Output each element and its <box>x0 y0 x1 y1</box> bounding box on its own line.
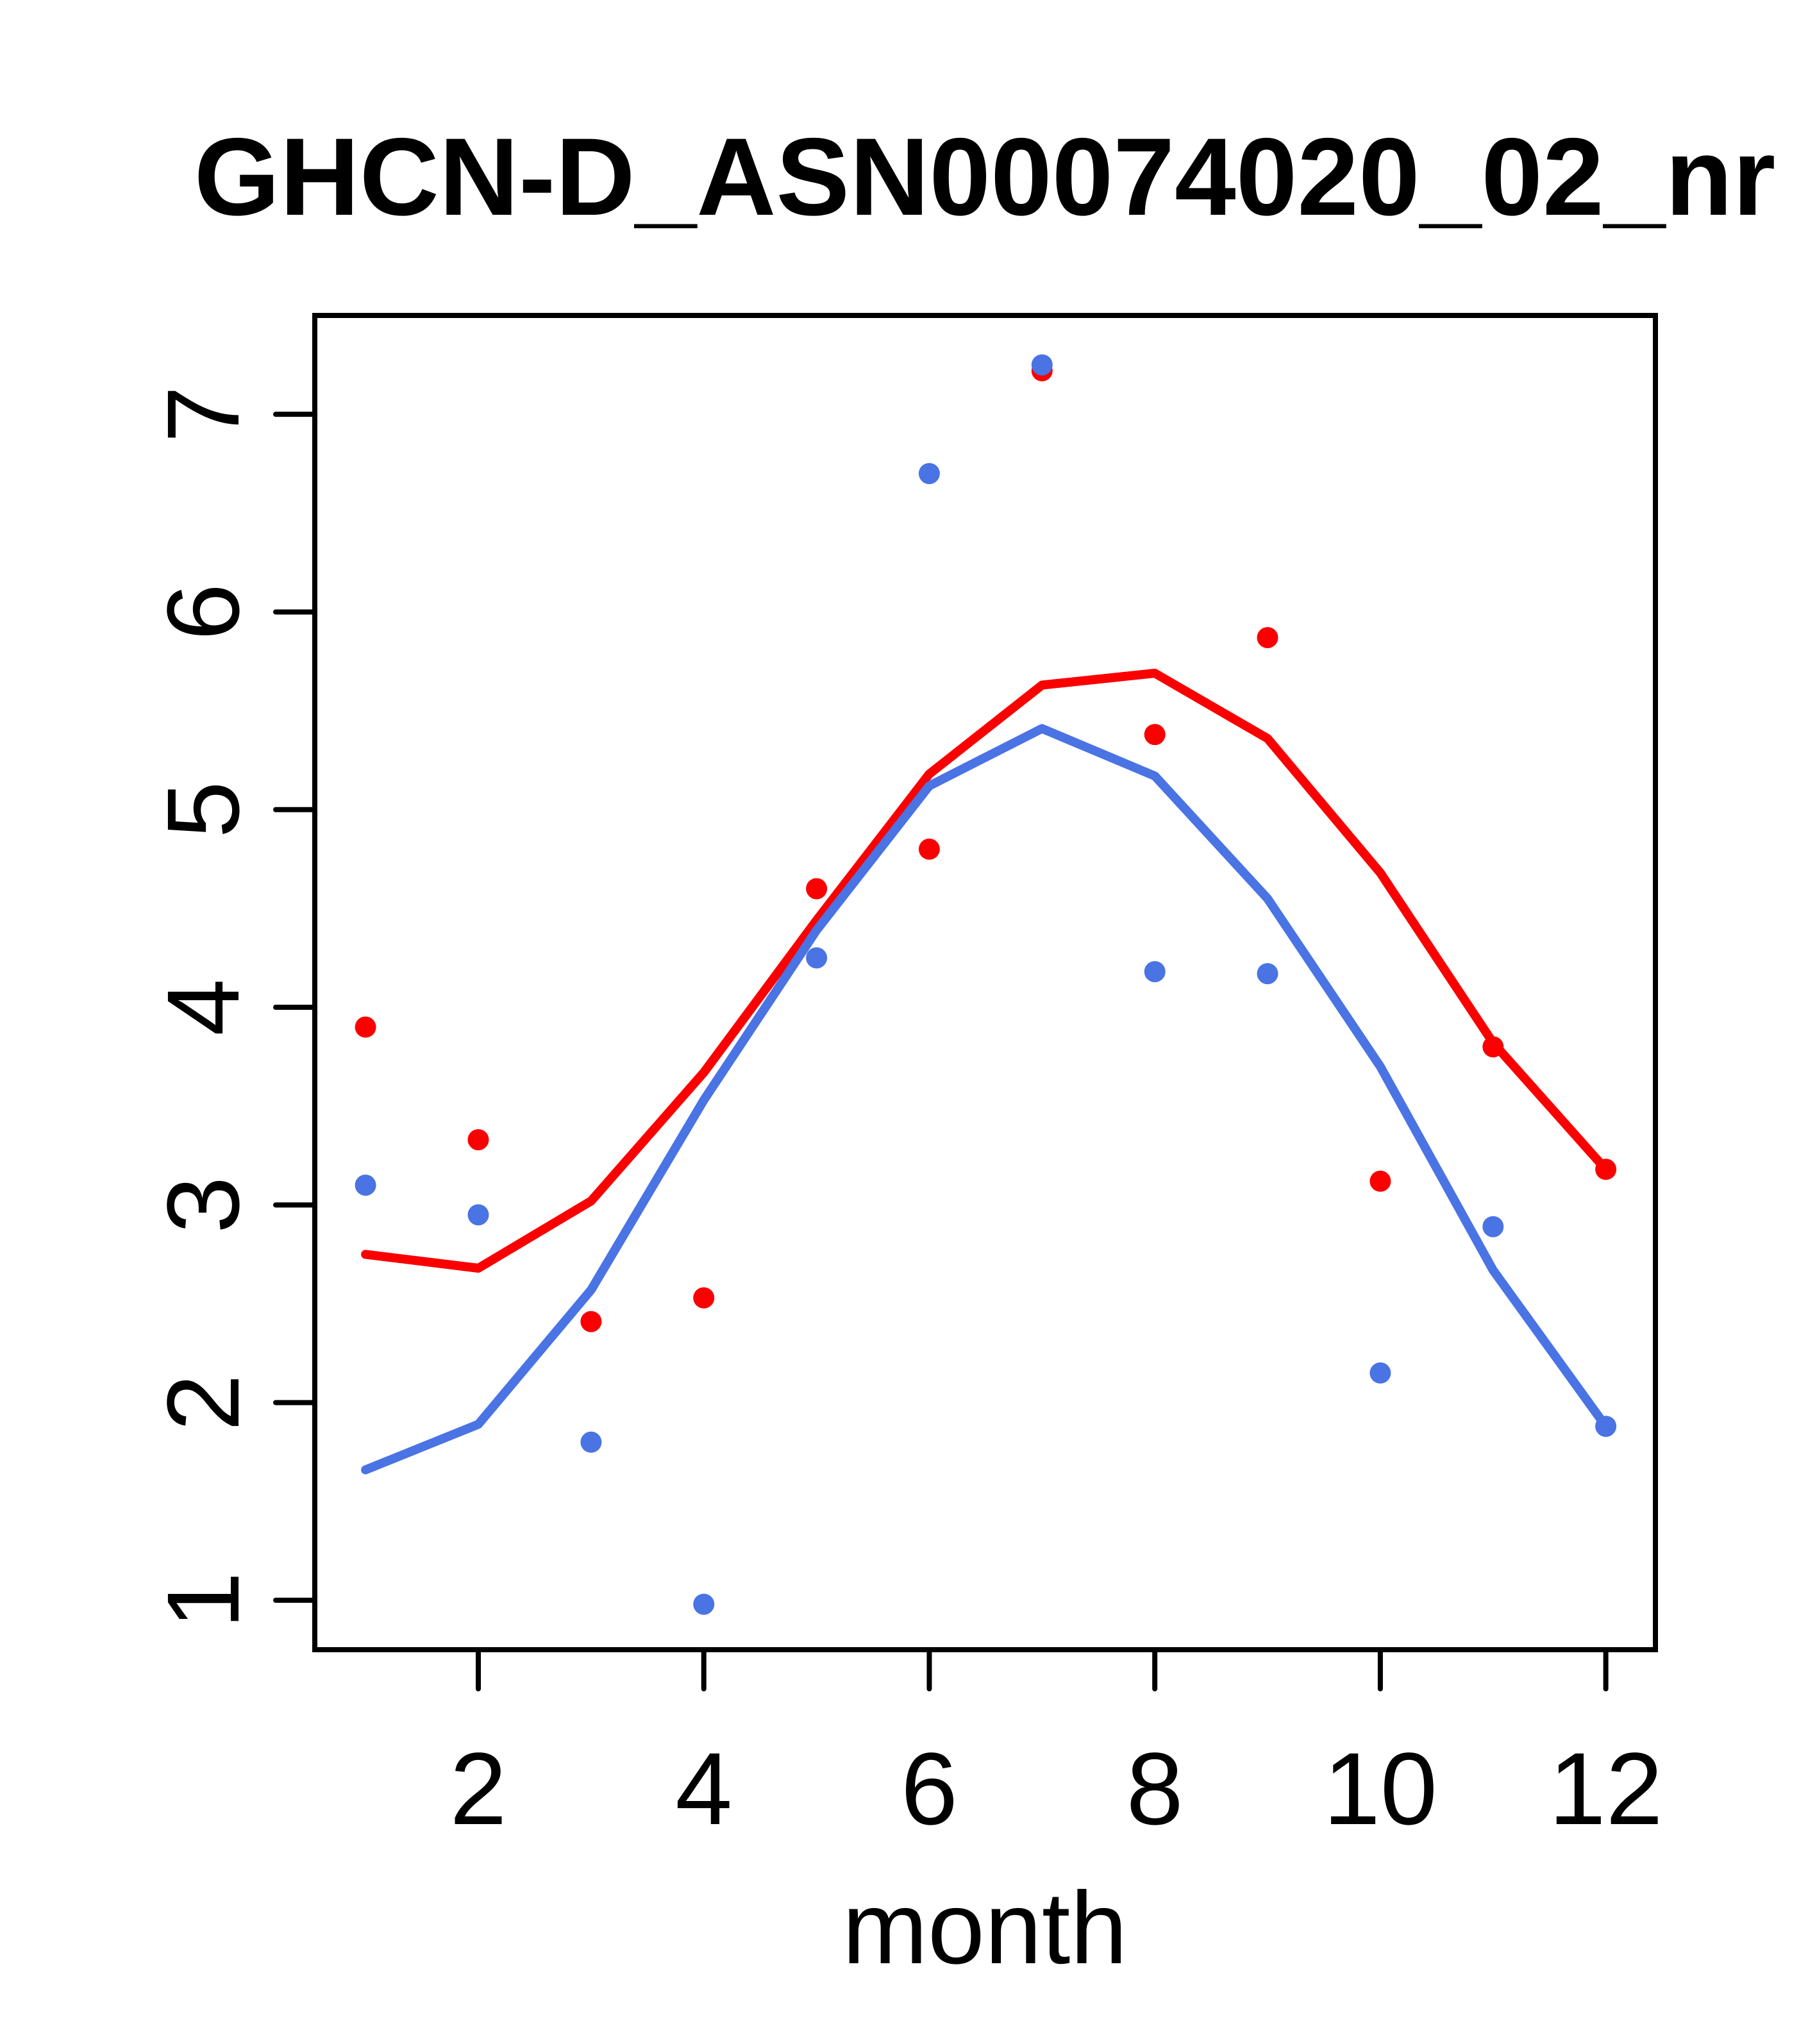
y-tick-label: 2 <box>146 1374 260 1431</box>
blue-point <box>918 463 940 485</box>
blue-point <box>1144 961 1166 982</box>
red-point <box>1482 1036 1504 1058</box>
red-point <box>580 1311 602 1332</box>
y-tick-label: 1 <box>146 1571 260 1629</box>
blue-point <box>1595 1416 1617 1437</box>
red-point <box>693 1287 715 1309</box>
red-point <box>1144 724 1166 746</box>
y-tick-label: 7 <box>146 386 260 443</box>
blue-point <box>1369 1362 1391 1384</box>
plot-box <box>312 313 1658 1652</box>
blue-line <box>361 724 1611 1475</box>
x-tick-label: 10 <box>1323 1731 1437 1846</box>
y-tick-label: 4 <box>146 979 260 1036</box>
x-tick-label: 6 <box>901 1731 958 1846</box>
red-point <box>918 838 940 860</box>
blue-point <box>580 1431 602 1453</box>
red-point <box>1595 1159 1617 1180</box>
blue-point <box>693 1593 715 1615</box>
y-tick-label: 5 <box>146 781 260 838</box>
red-point <box>806 878 828 900</box>
blue-point <box>467 1204 489 1226</box>
red-point <box>355 1016 376 1038</box>
red-point <box>467 1129 489 1151</box>
x-tick-label: 4 <box>675 1731 732 1846</box>
x-axis-label: month <box>842 1870 1128 1985</box>
blue-point <box>1031 354 1053 376</box>
blue-point <box>806 947 828 969</box>
x-tick-label: 2 <box>450 1731 507 1846</box>
red-point <box>1369 1170 1391 1192</box>
x-tick-label: 12 <box>1549 1731 1663 1846</box>
blue-point <box>355 1175 376 1196</box>
red-line <box>361 669 1611 1273</box>
blue-point <box>1257 963 1278 985</box>
blue-point <box>1482 1216 1504 1237</box>
chart-title: GHCN-D_ASN00074020_02_nr <box>194 115 1776 239</box>
y-tick-label: 3 <box>146 1177 260 1234</box>
red-point <box>1257 627 1278 648</box>
x-tick-label: 8 <box>1126 1731 1184 1846</box>
y-tick-label: 6 <box>146 583 260 641</box>
